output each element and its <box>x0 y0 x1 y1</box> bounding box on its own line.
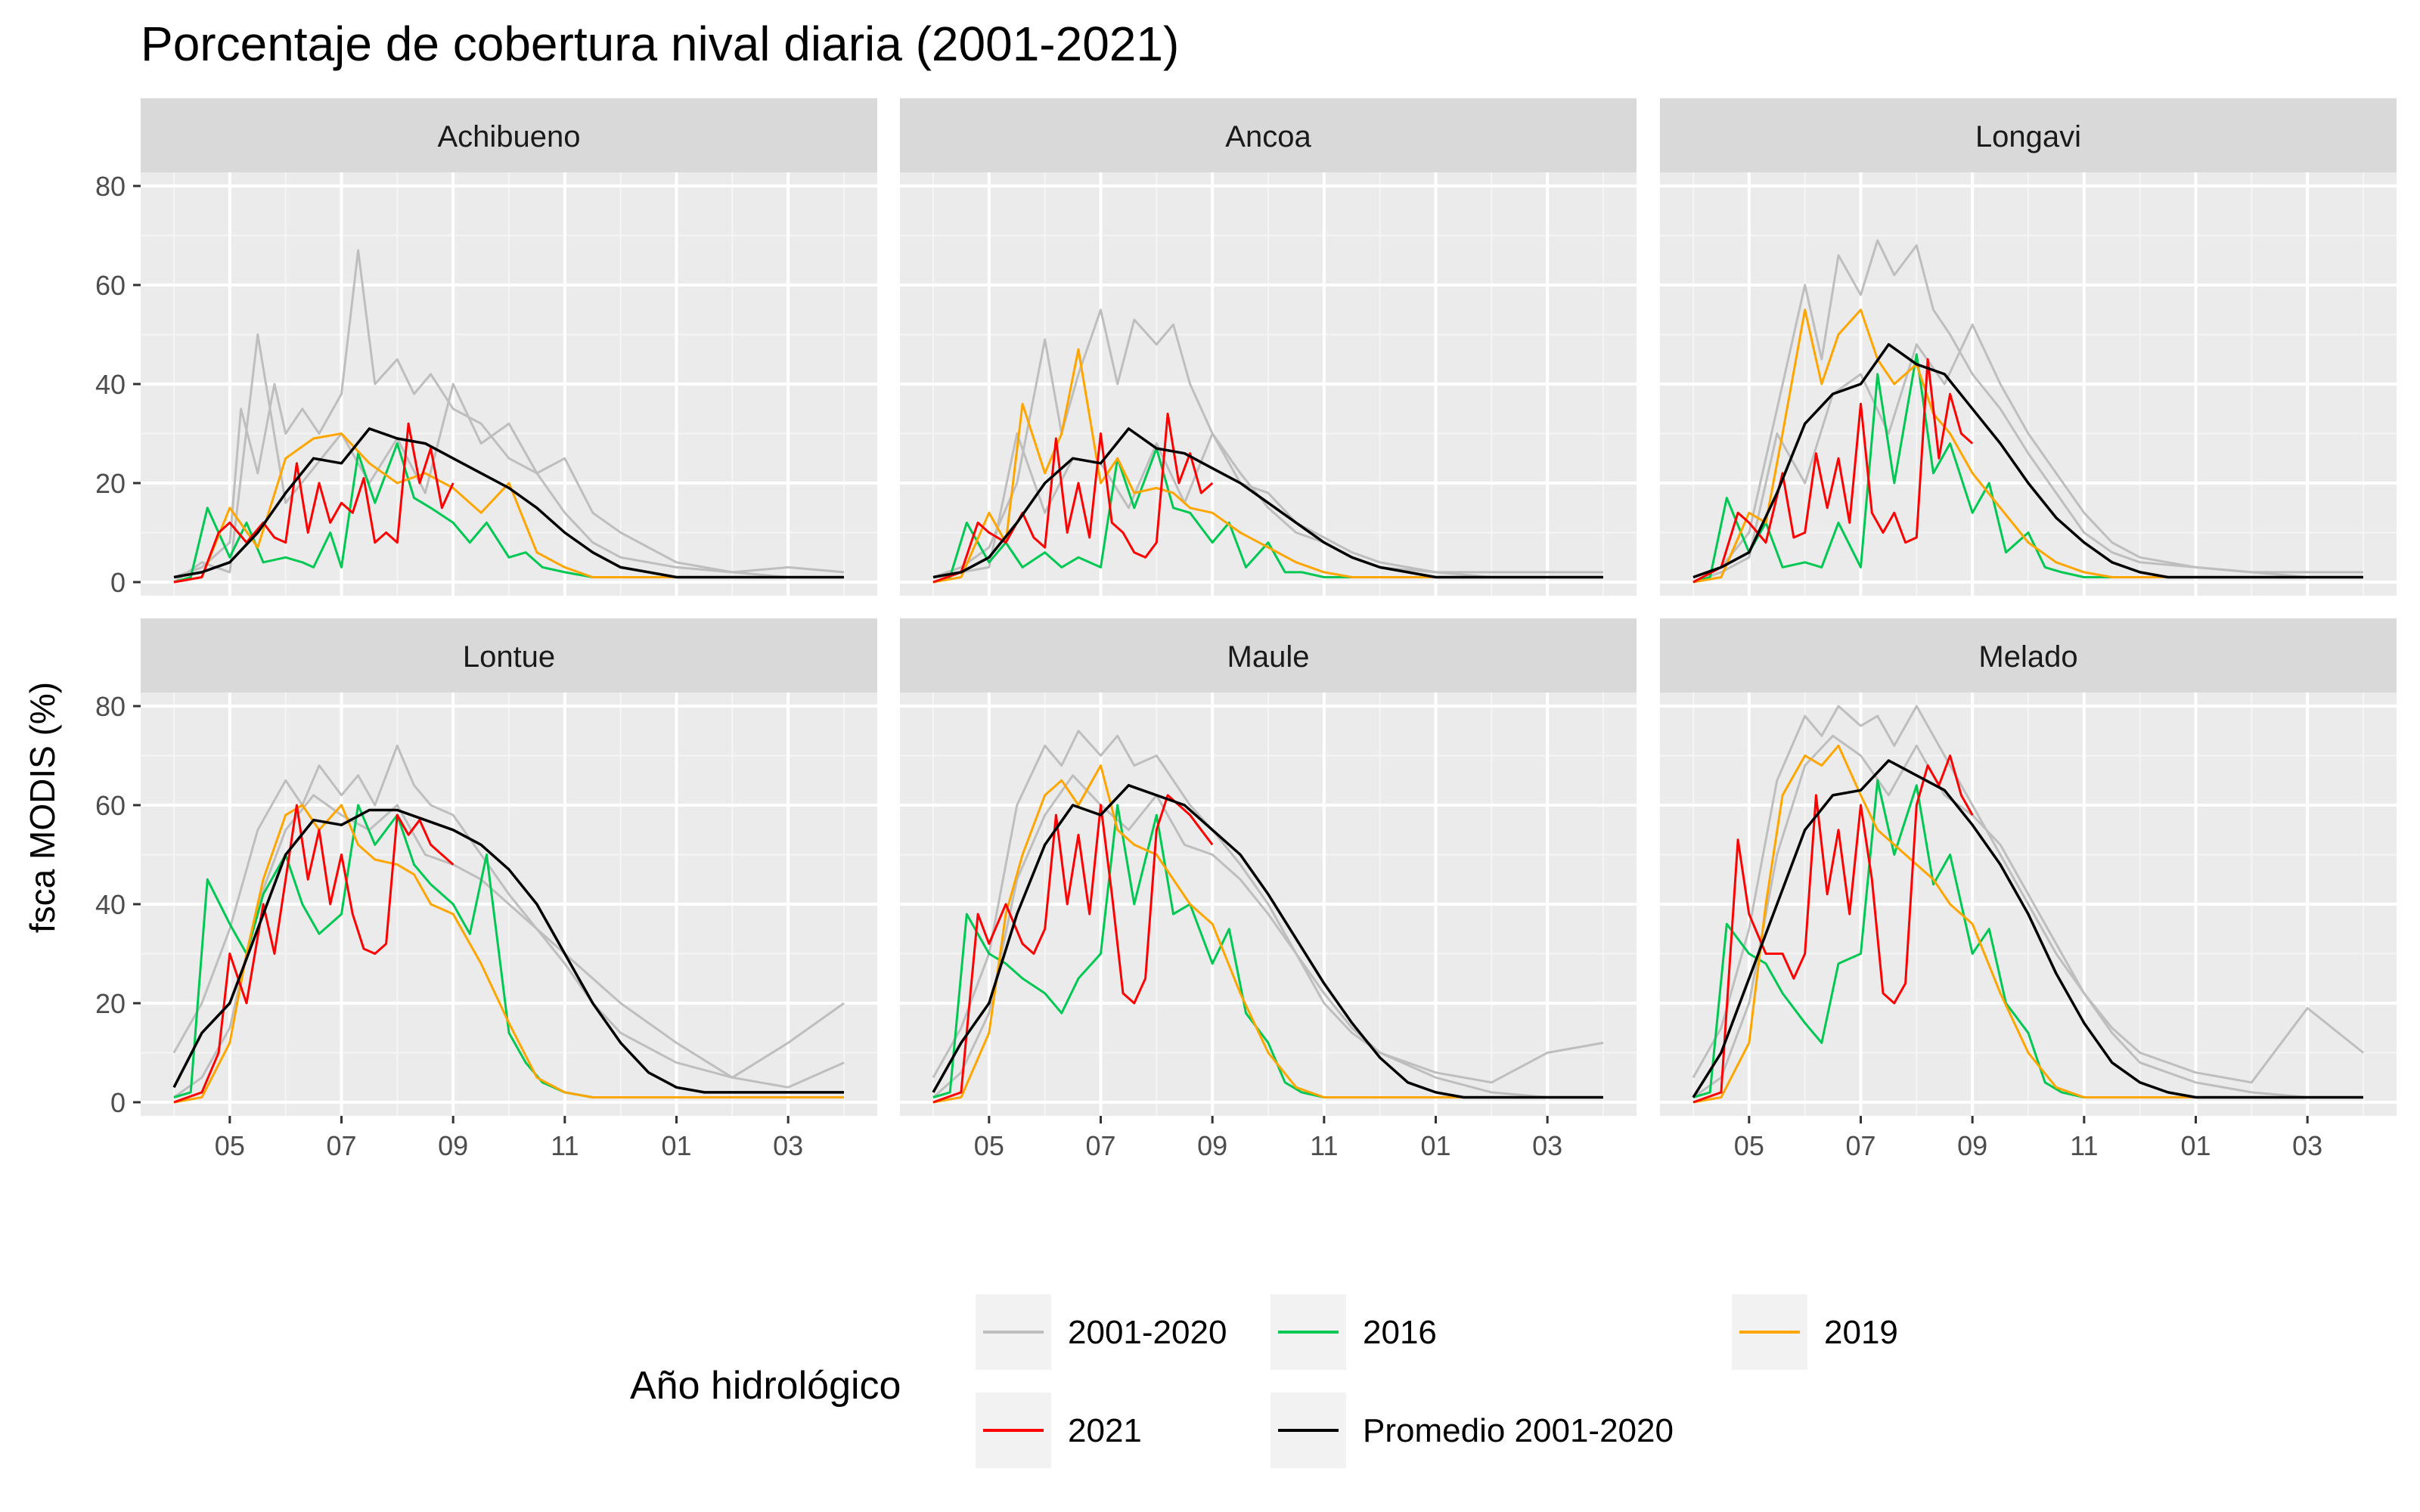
series-line-2019 <box>1692 744 2363 1104</box>
series-line-promedio-2001-2020 <box>1692 759 2363 1099</box>
y-tick-label: 40 <box>95 369 126 400</box>
facet-panel-lontue: Lontue 0 20 40 60 80 05 07 09 11 01 03 <box>95 618 877 1161</box>
y-tick-label: 60 <box>95 790 126 821</box>
legend-label: Promedio 2001-2020 <box>1363 1412 1674 1449</box>
legend-item-2019: 2019 <box>1732 1294 1898 1370</box>
facet-panels: Achibueno 0 20 40 60 80 Ancoa Longavi Lontue 0 20 4… <box>95 98 2397 1161</box>
y-tick-label: 0 <box>110 567 126 598</box>
facet-panel-melado: Melado 05 07 09 11 01 03 <box>1660 618 2397 1161</box>
chart-title: Porcentaje de cobertura nival diaria (20… <box>141 17 1179 71</box>
legend-item-2021: 2021 <box>976 1393 1142 1468</box>
series-line-2019 <box>173 432 844 584</box>
series-line-2001-2020 <box>172 744 845 1079</box>
x-tick-label: 05 <box>974 1130 1004 1161</box>
x-tick-label: 01 <box>1420 1130 1450 1161</box>
series-line-promedio-2001-2020 <box>172 808 844 1094</box>
legend: Año hidrológico 2001-2020 2016 2019 2021 Pro… <box>630 1294 1898 1468</box>
x-tick-label: 11 <box>1310 1130 1338 1161</box>
series-line-2001-2020 <box>932 432 1603 584</box>
x-tick-label: 03 <box>2292 1130 2322 1161</box>
series-line-promedio-2001-2020 <box>173 427 844 579</box>
x-tick-label: 05 <box>215 1130 245 1161</box>
x-tick-label: 01 <box>2180 1130 2211 1161</box>
facet-panel-maule: Maule 05 07 09 11 01 03 <box>900 618 1637 1161</box>
x-tick-label: 05 <box>1734 1130 1764 1161</box>
facet-strip <box>900 618 1637 692</box>
series-line-2016 <box>1692 779 2363 1098</box>
series-line-2019 <box>173 804 844 1104</box>
facet-strip <box>1660 98 2397 172</box>
series-line-2001-2020 <box>932 774 1603 1098</box>
legend-item-2001-2020: 2001-2020 <box>976 1294 1227 1370</box>
facet-strip <box>141 98 877 172</box>
facet-panel-achibueno: Achibueno 0 20 40 60 80 <box>95 98 877 598</box>
facet-strip <box>900 98 1637 172</box>
facet-strip-label: Achibueno <box>437 120 580 153</box>
series-line-2001-2020 <box>1692 323 2363 584</box>
series-line-promedio-2001-2020 <box>932 784 1603 1099</box>
x-tick-label: 11 <box>551 1130 579 1161</box>
series-line-promedio-2001-2020 <box>932 427 1603 579</box>
legend-label: 2019 <box>1824 1314 1898 1351</box>
x-tick-label: 09 <box>438 1130 468 1161</box>
facet-panel-longavi: Longavi <box>1660 98 2397 596</box>
legend-item-promedio-2001-2020: Promedio 2001-2020 <box>1270 1393 1674 1468</box>
x-tick-label: 07 <box>1845 1130 1876 1161</box>
legend-item-2016: 2016 <box>1270 1294 1437 1370</box>
x-tick-label: 07 <box>326 1130 356 1161</box>
series-line-2016 <box>932 804 1603 1098</box>
y-tick-label: 0 <box>110 1087 126 1118</box>
series-line-2021 <box>1692 358 1974 584</box>
y-tick-label: 80 <box>95 691 126 722</box>
series-line-2021 <box>932 794 1214 1104</box>
legend-label: 2016 <box>1363 1314 1437 1351</box>
legend-label: 2021 <box>1068 1412 1142 1449</box>
series-line-2021 <box>1692 754 1974 1104</box>
series-line-2021 <box>173 422 455 584</box>
x-tick-label: 09 <box>1957 1130 1987 1161</box>
series-line-2001-2020 <box>173 333 844 584</box>
series-line-2019 <box>932 764 1603 1104</box>
series-line-2001-2020 <box>1692 705 2364 1084</box>
facet-strip-label: Lontue <box>463 640 555 674</box>
x-tick-label: 01 <box>661 1130 691 1161</box>
y-axis-title: fsca MODIS (%) <box>23 682 62 933</box>
series-line-2019 <box>932 348 1603 584</box>
y-tick-label: 20 <box>95 468 126 499</box>
series-line-2019 <box>1692 308 2363 584</box>
facet-panel-ancoa: Ancoa <box>900 98 1637 596</box>
x-tick-label: 03 <box>773 1130 803 1161</box>
series-line-2001-2020 <box>1692 239 2363 578</box>
facet-strip <box>1660 618 2397 692</box>
facet-strip-label: Ancoa <box>1225 120 1311 153</box>
y-tick-label: 60 <box>95 270 126 301</box>
series-line-promedio-2001-2020 <box>1692 342 2363 579</box>
series-line-2021 <box>932 412 1214 584</box>
series-line-2001-2020 <box>173 249 845 578</box>
facet-strip-label: Melado <box>1978 640 2077 674</box>
x-tick-label: 03 <box>1532 1130 1562 1161</box>
facet-strip-label: Maule <box>1227 640 1310 674</box>
x-tick-label: 09 <box>1197 1130 1227 1161</box>
x-tick-label: 07 <box>1085 1130 1115 1161</box>
facet-strip-label: Longavi <box>1975 120 2081 153</box>
y-tick-label: 20 <box>95 988 126 1019</box>
facet-strip <box>141 618 877 692</box>
legend-title: Año hidrológico <box>630 1364 901 1408</box>
y-tick-label: 40 <box>95 889 126 920</box>
legend-label: 2001-2020 <box>1068 1314 1227 1351</box>
series-line-2021 <box>173 804 455 1104</box>
y-tick-label: 80 <box>95 171 126 202</box>
x-tick-label: 11 <box>2070 1130 2098 1161</box>
